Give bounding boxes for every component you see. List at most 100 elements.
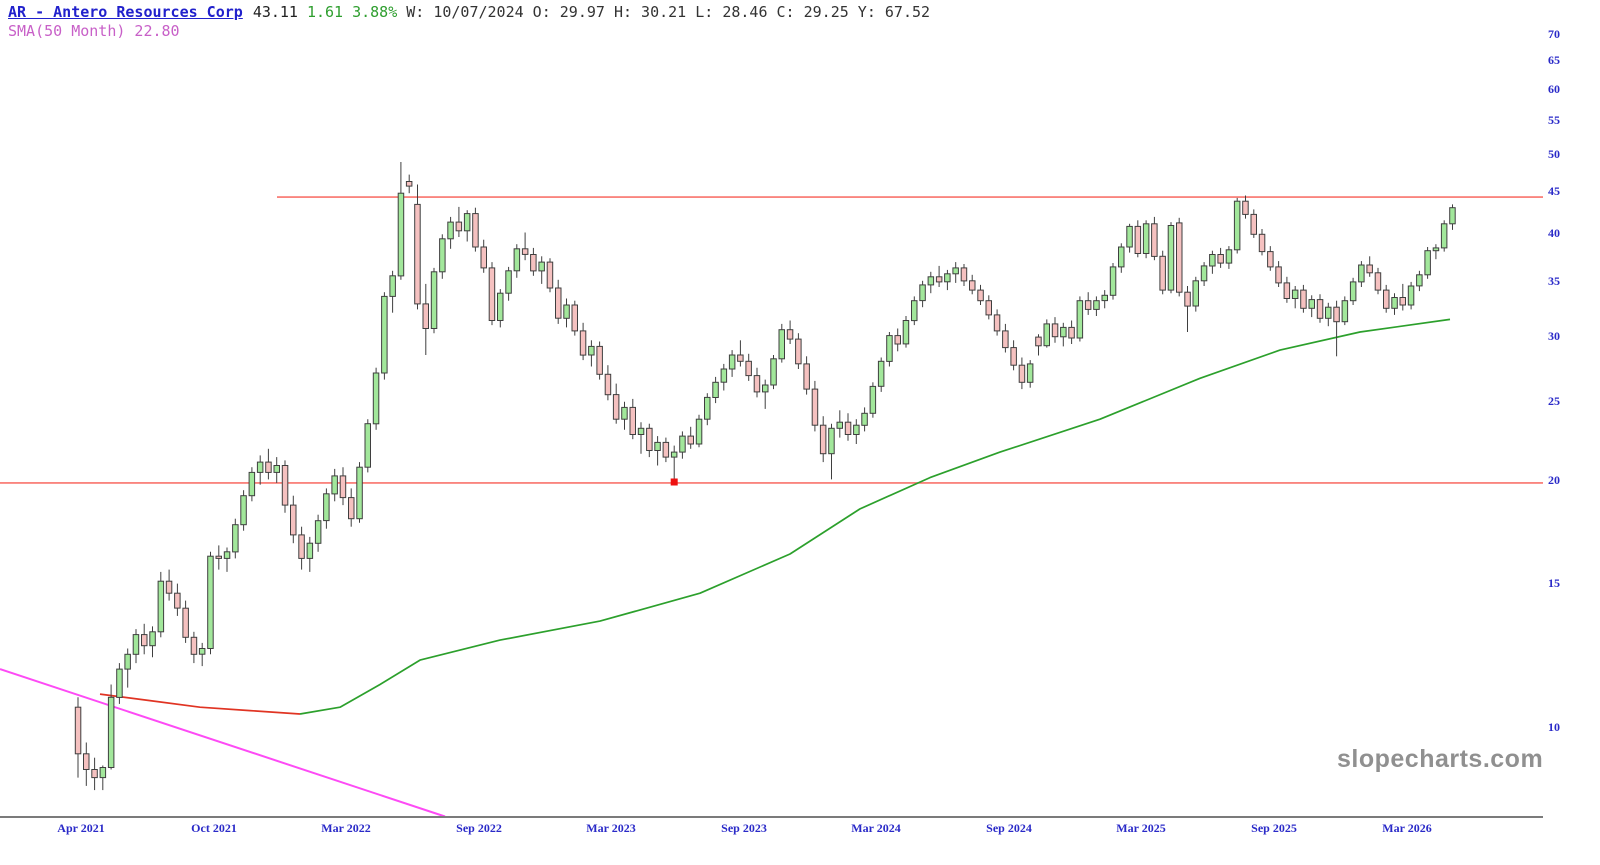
- candle-up: [1391, 297, 1398, 309]
- candle-up: [1225, 249, 1233, 264]
- candle-up: [762, 384, 769, 393]
- candle-up: [323, 493, 330, 522]
- candle-down: [555, 287, 562, 319]
- candle-down: [1068, 326, 1075, 339]
- x-tick-label: Apr 2021: [57, 821, 105, 835]
- candle-up: [944, 273, 951, 283]
- candle-down: [819, 424, 827, 455]
- candle-up: [861, 412, 868, 426]
- candle-up: [149, 631, 156, 647]
- candle-up: [563, 304, 570, 319]
- candle-up: [198, 648, 206, 655]
- candle-down: [1283, 282, 1291, 299]
- candle-up: [389, 275, 396, 297]
- candle-down: [795, 338, 802, 365]
- candle-up: [223, 551, 231, 559]
- candle-up: [1076, 300, 1084, 339]
- x-tick-label: Sep 2023: [721, 821, 767, 835]
- candle-down: [612, 394, 620, 420]
- candle-up: [1358, 264, 1365, 283]
- candle-up: [397, 192, 405, 277]
- candle-up: [1192, 280, 1199, 307]
- candle-down: [472, 213, 479, 248]
- candle-down: [281, 465, 289, 506]
- candle-down: [1176, 222, 1183, 293]
- candle-down: [521, 248, 529, 255]
- candle-down: [215, 555, 222, 559]
- candle-down: [894, 335, 901, 345]
- candle-up: [248, 471, 256, 497]
- candle-up: [1060, 326, 1067, 338]
- candle-up: [1440, 223, 1448, 249]
- y-tick-label: 65: [1548, 53, 1560, 67]
- candle-up: [869, 385, 877, 414]
- price-change-percent: 3.88%: [352, 3, 398, 21]
- candle-down: [1333, 306, 1340, 323]
- candle-up: [1349, 281, 1357, 302]
- candle-down: [737, 354, 744, 362]
- candle-down: [803, 363, 810, 390]
- candle-up: [447, 221, 454, 240]
- candle-down: [604, 373, 612, 396]
- sma-line-rising: [299, 318, 1451, 715]
- candle-up: [877, 360, 885, 387]
- candle-down: [1134, 225, 1142, 254]
- candle-up: [1101, 294, 1108, 302]
- x-tick-label: Sep 2022: [456, 821, 502, 835]
- candle-down: [935, 276, 943, 283]
- candle-up: [1209, 254, 1216, 267]
- candle-down: [530, 254, 537, 272]
- candle-up: [116, 668, 123, 698]
- candle-up: [497, 292, 504, 322]
- candle-up: [679, 435, 686, 453]
- y-tick-label: 45: [1548, 184, 1560, 198]
- candle-down: [74, 706, 82, 755]
- candlestick-series: [74, 162, 1456, 791]
- candle-down: [546, 261, 554, 289]
- candle-down: [141, 634, 148, 647]
- candle-up: [778, 329, 785, 360]
- y-tick-label: 25: [1548, 394, 1560, 408]
- y-tick-label: 10: [1548, 720, 1560, 734]
- candle-up: [306, 542, 314, 559]
- y-tick-label: 40: [1548, 226, 1560, 240]
- candle-down: [414, 203, 421, 305]
- candle-down: [969, 280, 976, 291]
- candle-down: [1035, 336, 1042, 347]
- candle-up: [1233, 200, 1241, 251]
- candle-up: [372, 372, 380, 425]
- candle-down: [811, 388, 819, 426]
- candle-down: [174, 592, 181, 609]
- candle-down: [422, 303, 429, 329]
- candle-down: [960, 267, 968, 282]
- trendline-magenta: [0, 668, 446, 818]
- ticker-link[interactable]: AR - Antero Resources Corp: [8, 3, 243, 21]
- candle-up: [728, 354, 736, 370]
- candle-up: [124, 653, 131, 670]
- candle-down: [1366, 264, 1373, 274]
- candle-up: [439, 238, 446, 273]
- last-price: 43.11: [252, 3, 298, 21]
- candle-up: [952, 267, 959, 275]
- low-marker-dot: [670, 478, 678, 486]
- candle-down: [190, 636, 198, 655]
- candle-up: [463, 213, 471, 232]
- candle-up: [1308, 299, 1315, 309]
- candle-up: [273, 465, 280, 473]
- x-tick-label: Mar 2023: [586, 821, 636, 835]
- candle-down: [265, 461, 272, 473]
- candle-up: [157, 580, 165, 633]
- candle-up: [1093, 300, 1100, 310]
- y-tick-label: 55: [1548, 113, 1560, 127]
- candle-up: [331, 475, 338, 495]
- candle-up: [505, 270, 512, 294]
- candle-down: [1267, 251, 1274, 268]
- candle-down: [348, 497, 355, 520]
- candle-down: [339, 475, 347, 499]
- ohlc-readout: W: 10/07/2024 O: 29.97 H: 30.21 L: 28.46…: [406, 3, 931, 21]
- candle-up: [853, 424, 860, 436]
- candle-down: [646, 427, 653, 451]
- candle-down: [1184, 291, 1191, 307]
